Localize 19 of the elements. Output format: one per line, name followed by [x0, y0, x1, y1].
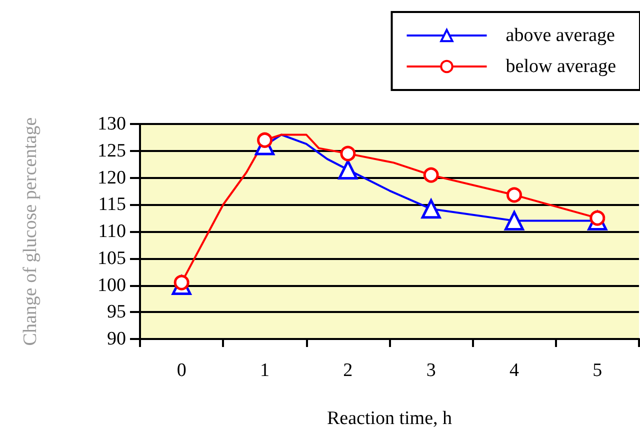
y-tick-label: 120: [98, 167, 126, 188]
legend-label: above average: [506, 25, 615, 46]
y-tick-label: 110: [98, 221, 126, 242]
y-tick-label: 115: [98, 194, 126, 216]
y-tick-label: 130: [98, 114, 126, 134]
y-axis-title: Change of glucose percentage: [20, 117, 41, 346]
x-tick-label: 3: [426, 360, 436, 381]
x-tick-label: 2: [343, 360, 353, 381]
y-tick-label: 105: [98, 248, 126, 269]
y-tick-label: 95: [107, 302, 126, 323]
y-tick-label: 100: [98, 274, 126, 296]
x-tick-label: 0: [176, 360, 186, 381]
legend-label: below average: [506, 56, 616, 77]
y-tick-label: 90: [107, 328, 126, 350]
x-tick-label: 4: [510, 360, 520, 381]
y-tick-label: 125: [98, 140, 126, 162]
x-axis-title: Reaction time, h: [326, 408, 453, 429]
x-tick-label: 1: [260, 360, 270, 381]
x-tick-label: 5: [592, 360, 602, 381]
